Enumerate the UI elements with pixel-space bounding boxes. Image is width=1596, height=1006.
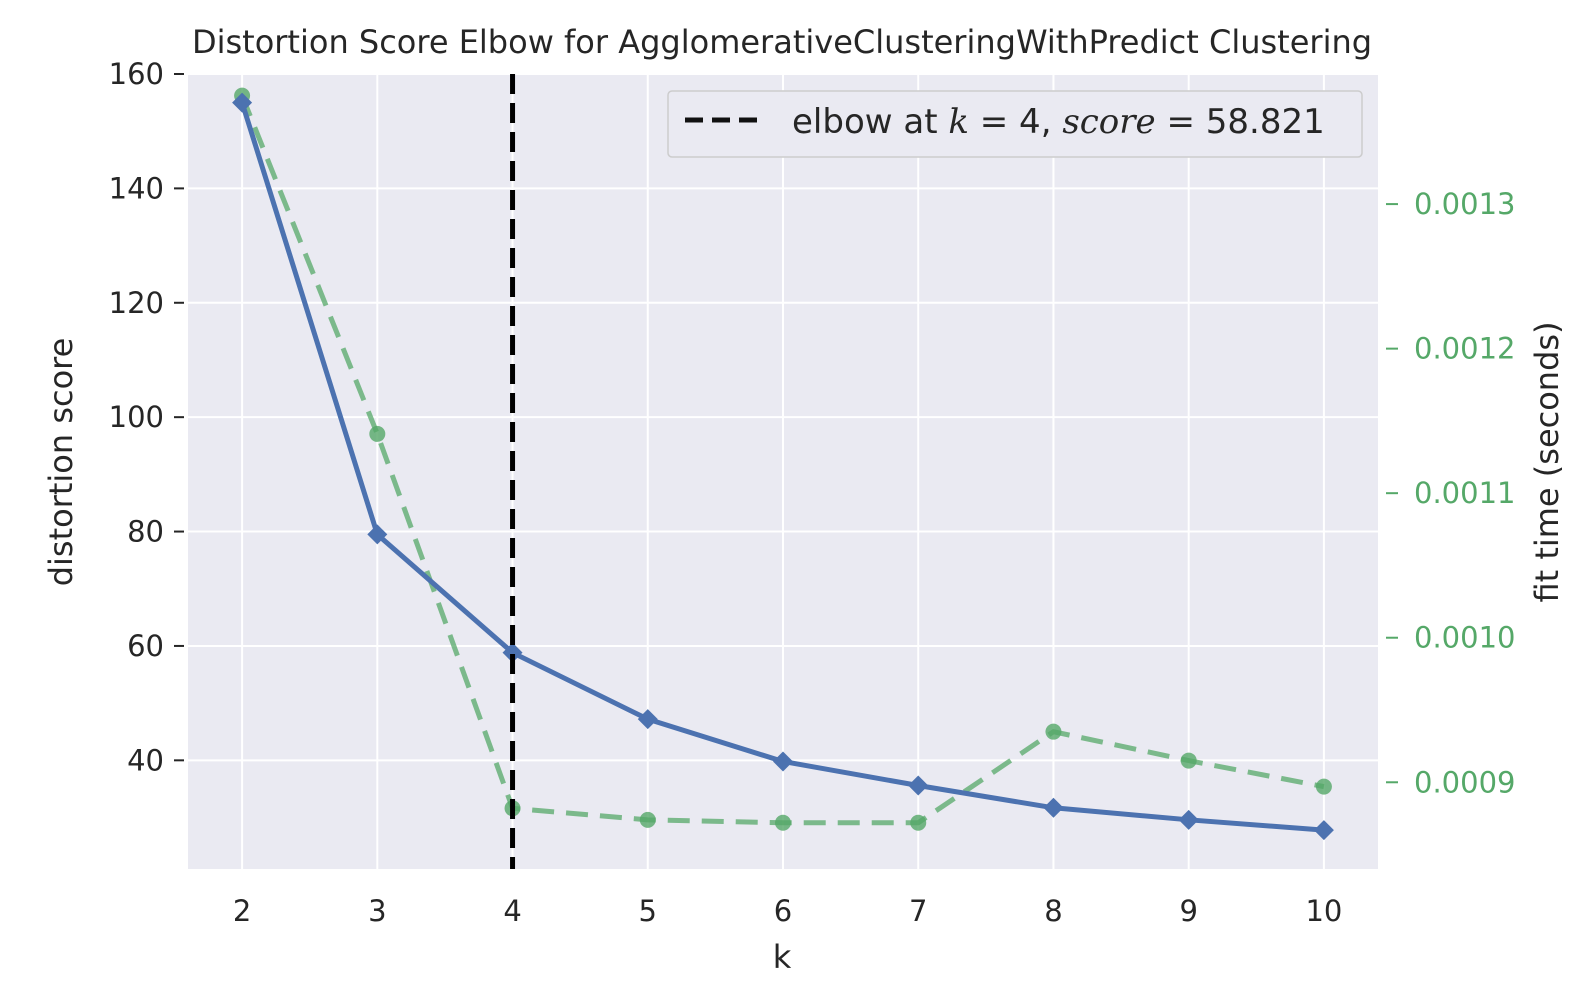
- x-tick-label: 4: [503, 894, 521, 928]
- fit-time-point: [775, 814, 791, 831]
- legend: elbow at k = 4, score = 58.821: [667, 90, 1363, 158]
- legend-prefix: elbow at: [792, 102, 948, 142]
- x-tick-label: 8: [1044, 894, 1062, 928]
- chart-title: Distortion Score Elbow for Agglomerative…: [192, 23, 1372, 61]
- legend-elbow-label: elbow at k = 4, score = 58.821: [792, 102, 1325, 142]
- x-tick-label: 6: [774, 894, 792, 928]
- fit-time-point: [1180, 752, 1197, 769]
- legend-box: [667, 90, 1363, 158]
- y-tick-label: 120: [109, 286, 164, 320]
- distortion-point: [502, 642, 523, 663]
- distortion-point: [773, 751, 793, 772]
- left-y-axis: 40 60 80 100 120 140 160: [109, 57, 184, 777]
- distortion-point: [637, 709, 658, 730]
- distortion-point: [367, 524, 388, 545]
- y2-tick-label: 0.0011: [1414, 476, 1515, 510]
- x-axis-label: k: [773, 938, 792, 976]
- fit-time-point: [369, 425, 386, 442]
- y2-tick-label: 0.0009: [1414, 765, 1515, 799]
- fit-time-point: [639, 811, 656, 828]
- legend-k-var: k: [948, 102, 969, 142]
- distortion-point: [908, 775, 929, 796]
- y-tick-label: 60: [127, 629, 164, 663]
- y-tick-label: 140: [109, 171, 164, 205]
- x-tick-label: 9: [1179, 894, 1197, 928]
- distortion-point: [1313, 820, 1334, 841]
- x-tick-label: 7: [909, 894, 927, 928]
- y2-tick-label: 0.0010: [1414, 621, 1515, 655]
- right-y-axis: 0.0009 0.0010 0.0011 0.0012 0.0013: [1386, 187, 1515, 799]
- y-tick-label: 160: [109, 57, 164, 91]
- distortion-point: [1178, 809, 1199, 830]
- fit-time-point: [1315, 778, 1332, 795]
- series-group: [232, 87, 1334, 841]
- legend-score-var: score: [1062, 102, 1155, 142]
- distortion-point: [1043, 797, 1064, 818]
- legend-k-eq: = 4,: [969, 102, 1062, 142]
- right-y-axis-label: fit time (seconds): [1528, 321, 1566, 602]
- y-tick-label: 100: [109, 400, 164, 434]
- x-tick-label: 10: [1305, 894, 1342, 928]
- x-axis: 2 3 4 5 6 7 8 9 10: [233, 894, 1342, 928]
- y-tick-label: 40: [127, 743, 164, 777]
- y-axis-label: distortion score: [42, 338, 80, 587]
- x-tick-label: 5: [639, 894, 657, 928]
- y2-tick-label: 0.0012: [1414, 332, 1515, 366]
- fit-time-point: [1045, 723, 1062, 740]
- x-tick-label: 3: [368, 894, 386, 928]
- fit-time-point: [910, 814, 927, 831]
- legend-score-eq: = 58.821: [1156, 102, 1325, 142]
- y2-tick-label: 0.0013: [1414, 187, 1515, 221]
- x-tick-label: 2: [233, 894, 251, 928]
- distortion-point: [232, 92, 253, 113]
- y-tick-label: 80: [127, 515, 164, 549]
